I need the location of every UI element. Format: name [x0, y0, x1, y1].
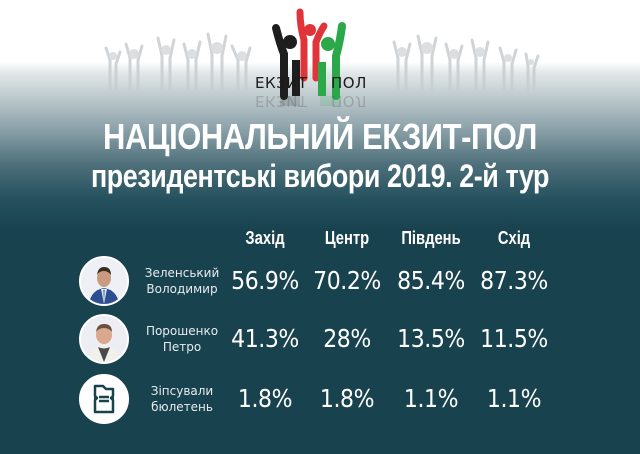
value-cell: 28%: [323, 324, 371, 353]
row-label: Зіпсували бюлетень: [137, 383, 227, 415]
row-label-line1: Порошенко: [145, 324, 219, 338]
row-label: Зеленський Володимир: [137, 265, 227, 297]
column-header-east: Схід: [497, 228, 531, 248]
avatar-zelensky: [79, 256, 129, 306]
logo-text-left: ЕКЗИТ: [255, 74, 308, 92]
value-cell: 1.8%: [237, 384, 293, 413]
value-cell: 13.5%: [397, 324, 465, 353]
value-cell: 1.1%: [403, 384, 459, 413]
table-row: Зеленський Володимир 56.9% 70.2% 85.4% 8…: [0, 254, 640, 310]
value-cell: 1.8%: [319, 384, 375, 413]
value-cell: 87.3%: [480, 266, 548, 295]
row-label-line2: Володимир: [146, 282, 218, 296]
value-cell: 56.9%: [231, 266, 299, 295]
value-cell: 1.1%: [486, 384, 542, 413]
logo-text-right: ПОЛ: [331, 74, 367, 92]
column-header-south: Південь: [401, 228, 461, 248]
table-row: Порошенко Петро 41.3% 28% 13.5% 11.5%: [0, 312, 640, 368]
page-title: НАЦІОНАЛЬНИЙ ЕКЗИТ-ПОЛ: [103, 116, 537, 157]
row-label-line1: Зіпсували: [150, 384, 214, 398]
exit-poll-logo-icon: [272, 8, 346, 106]
table-row: Зіпсували бюлетень 1.8% 1.8% 1.1% 1.1%: [0, 372, 640, 428]
row-label-line2: Петро: [162, 340, 202, 354]
value-cell: 41.3%: [231, 324, 299, 353]
row-label-line1: Зеленський: [144, 266, 220, 280]
column-header-west: Захід: [245, 228, 285, 248]
row-label: Порошенко Петро: [137, 323, 227, 355]
column-header-center: Центр: [324, 228, 370, 248]
portrait-icon: [81, 316, 127, 362]
avatar-poroshenko: [79, 314, 129, 364]
page-subtitle: президентські вибори 2019. 2-й тур: [90, 158, 550, 194]
logo-reflection-right: ПОЛ: [331, 92, 367, 110]
logo-reflection-left: ЕКЗИТ: [255, 92, 308, 110]
value-cell: 11.5%: [480, 324, 548, 353]
value-cell: 85.4%: [397, 266, 465, 295]
value-cell: 70.2%: [313, 266, 381, 295]
portrait-icon: [81, 258, 127, 304]
spoiled-ballot-icon: [81, 376, 127, 422]
crowd-silhouettes-decoration: [104, 32, 540, 90]
row-label-line2: бюлетень: [151, 400, 213, 414]
spoiled-ballot-avatar: [79, 374, 129, 424]
